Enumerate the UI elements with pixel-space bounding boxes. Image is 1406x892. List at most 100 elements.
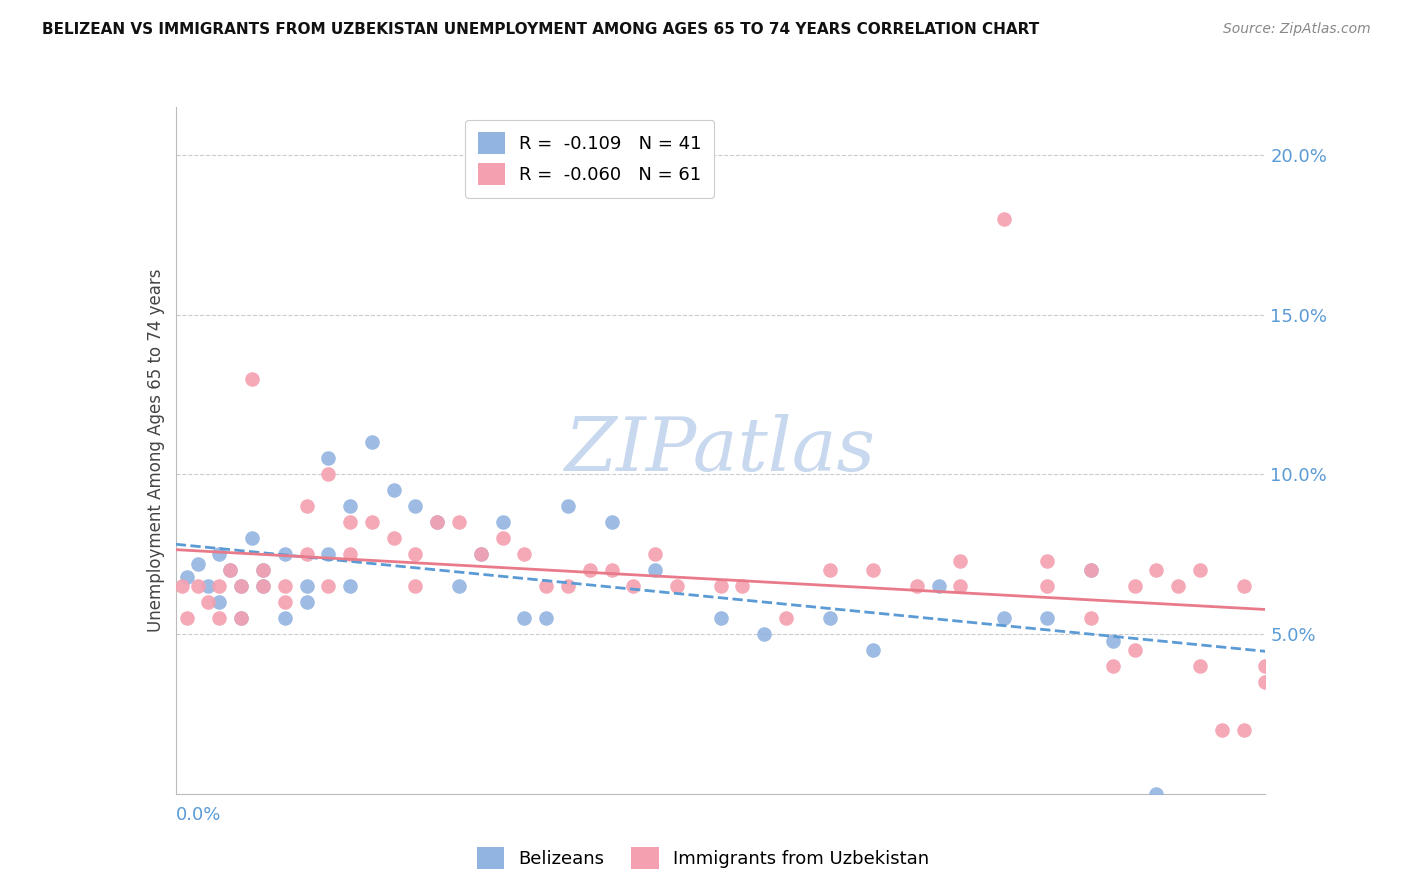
Point: [1080, 563, 1102, 577]
Text: ZIPatlas: ZIPatlas: [565, 414, 876, 487]
Point: [993, 211, 1015, 226]
Point: [197, 579, 219, 593]
Point: [231, 611, 253, 625]
Point: [1144, 787, 1167, 801]
Point: [339, 500, 361, 514]
Legend: Belizeans, Immigrants from Uzbekistan: Belizeans, Immigrants from Uzbekistan: [470, 839, 936, 876]
Point: [295, 547, 318, 561]
Point: [405, 547, 427, 561]
Point: [1080, 563, 1102, 577]
Point: [905, 579, 928, 593]
Point: [447, 516, 470, 530]
Point: [534, 579, 557, 593]
Point: [1189, 563, 1212, 577]
Point: [240, 531, 263, 545]
Point: [176, 611, 198, 625]
Point: [1232, 579, 1256, 593]
Point: [754, 627, 776, 641]
Point: [1189, 659, 1212, 673]
Point: [862, 643, 884, 657]
Point: [197, 595, 219, 609]
Point: [208, 611, 231, 625]
Point: [1036, 611, 1059, 625]
Point: [295, 595, 318, 609]
Point: [600, 516, 623, 530]
Point: [295, 500, 318, 514]
Point: [557, 579, 579, 593]
Point: [208, 579, 231, 593]
Text: Source: ZipAtlas.com: Source: ZipAtlas.com: [1223, 22, 1371, 37]
Point: [1254, 675, 1277, 690]
Point: [1036, 554, 1059, 568]
Point: [208, 547, 231, 561]
Point: [208, 595, 231, 609]
Point: [186, 579, 209, 593]
Point: [1102, 633, 1125, 648]
Point: [426, 516, 449, 530]
Point: [775, 611, 797, 625]
Point: [252, 579, 274, 593]
Point: [360, 435, 382, 450]
Point: [274, 595, 297, 609]
Point: [557, 500, 579, 514]
Point: [534, 611, 557, 625]
Point: [405, 500, 427, 514]
Point: [172, 579, 194, 593]
Point: [579, 563, 602, 577]
Point: [447, 579, 470, 593]
Point: [318, 579, 340, 593]
Point: [426, 516, 449, 530]
Point: [949, 554, 972, 568]
Point: [186, 557, 209, 571]
Point: [1123, 579, 1146, 593]
Point: [600, 563, 623, 577]
Point: [274, 611, 297, 625]
Point: [231, 579, 253, 593]
Point: [318, 451, 340, 466]
Point: [382, 483, 405, 498]
Point: [818, 563, 841, 577]
Point: [382, 531, 405, 545]
Point: [470, 547, 492, 561]
Point: [492, 516, 515, 530]
Point: [295, 579, 318, 593]
Point: [252, 563, 274, 577]
Point: [318, 467, 340, 482]
Point: [219, 563, 242, 577]
Point: [1211, 723, 1233, 737]
Point: [731, 579, 754, 593]
Point: [492, 531, 515, 545]
Point: [1102, 659, 1125, 673]
Point: [818, 611, 841, 625]
Point: [1123, 643, 1146, 657]
Point: [1254, 659, 1277, 673]
Point: [666, 579, 689, 593]
Point: [710, 579, 733, 593]
Point: [644, 563, 666, 577]
Point: [339, 516, 361, 530]
Point: [252, 579, 274, 593]
Point: [176, 569, 198, 583]
Point: [240, 371, 263, 385]
Point: [928, 579, 950, 593]
Point: [231, 579, 253, 593]
Point: [710, 611, 733, 625]
Point: [1167, 579, 1189, 593]
Y-axis label: Unemployment Among Ages 65 to 74 years: Unemployment Among Ages 65 to 74 years: [146, 268, 165, 632]
Point: [318, 547, 340, 561]
Point: [339, 579, 361, 593]
Point: [339, 547, 361, 561]
Point: [274, 579, 297, 593]
Point: [644, 547, 666, 561]
Point: [1144, 563, 1167, 577]
Point: [470, 547, 492, 561]
Point: [274, 547, 297, 561]
Point: [621, 579, 644, 593]
Point: [513, 611, 536, 625]
Point: [360, 516, 382, 530]
Legend: R =  -0.109   N = 41, R =  -0.060   N = 61: R = -0.109 N = 41, R = -0.060 N = 61: [465, 120, 714, 198]
Point: [862, 563, 884, 577]
Point: [405, 579, 427, 593]
Point: [1080, 611, 1102, 625]
Text: 0.0%: 0.0%: [176, 806, 221, 824]
